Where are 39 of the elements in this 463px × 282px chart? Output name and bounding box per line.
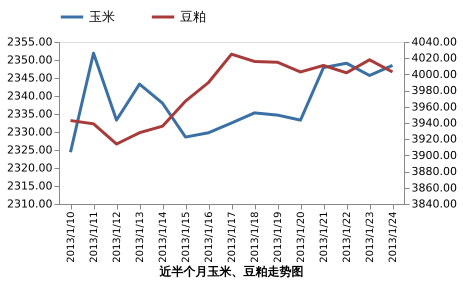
x-tick-label: 2013/1/22 — [342, 212, 353, 263]
x-tick-label: 2013/1/13 — [135, 212, 146, 263]
x-tick-label: 2013/1/18 — [250, 212, 261, 263]
x-tick-label: 2013/1/12 — [112, 212, 123, 263]
legend-label: 玉米 — [89, 10, 115, 25]
x-tick-label: 2013/1/20 — [296, 212, 307, 263]
y-tick-label: 2350.00 — [7, 54, 52, 66]
y2-tick-label: 3900.00 — [412, 148, 457, 162]
y2-tick-label: 3980.00 — [412, 84, 457, 98]
x-tick-label: 2013/1/15 — [181, 212, 192, 263]
y2-tick-label: 4020.00 — [412, 52, 457, 65]
y2-tick-label: 3920.00 — [412, 132, 457, 146]
x-tick-label: 2013/1/23 — [365, 212, 376, 263]
y2-tick-label: 3860.00 — [412, 181, 457, 194]
x-tick-label: 2013/1/24 — [388, 212, 399, 263]
x-tick-label: 2013/1/21 — [319, 212, 330, 263]
x-tick-label: 2013/1/19 — [273, 212, 284, 263]
y-tick-label: 2325.00 — [7, 144, 52, 156]
y2-tick-label: 3960.00 — [412, 100, 457, 114]
y2-tick-label: 4000.00 — [412, 68, 457, 81]
y2-tick-label: 3880.00 — [412, 165, 457, 178]
x-tick-label: 2013/1/10 — [66, 212, 77, 263]
y-tick-label: 2335.00 — [7, 108, 52, 120]
y-tick-label: 2330.00 — [7, 126, 52, 138]
y2-tick-label: 4040.00 — [412, 36, 457, 48]
y-tick-label: 2345.00 — [7, 72, 52, 84]
y2-tick-label: 3840.00 — [412, 198, 457, 210]
x-tick-label: 2013/1/14 — [158, 212, 169, 263]
y-tick-label: 2315.00 — [7, 180, 52, 192]
y-tick-label: 2320.00 — [7, 162, 52, 174]
x-tick-label: 2013/1/17 — [227, 212, 238, 263]
y2-tick-label: 3940.00 — [412, 116, 457, 130]
x-tick-label: 2013/1/16 — [204, 212, 215, 263]
y-tick-label: 2355.00 — [7, 36, 52, 48]
text: 近半个月玉米、豆粕走势图 — [158, 264, 304, 278]
y-tick-label: 2340.00 — [7, 90, 52, 102]
y-tick-label: 2310.00 — [7, 198, 52, 210]
x-tick-label: 2013/1/11 — [89, 212, 100, 263]
legend-label: 豆粕 — [180, 10, 206, 25]
